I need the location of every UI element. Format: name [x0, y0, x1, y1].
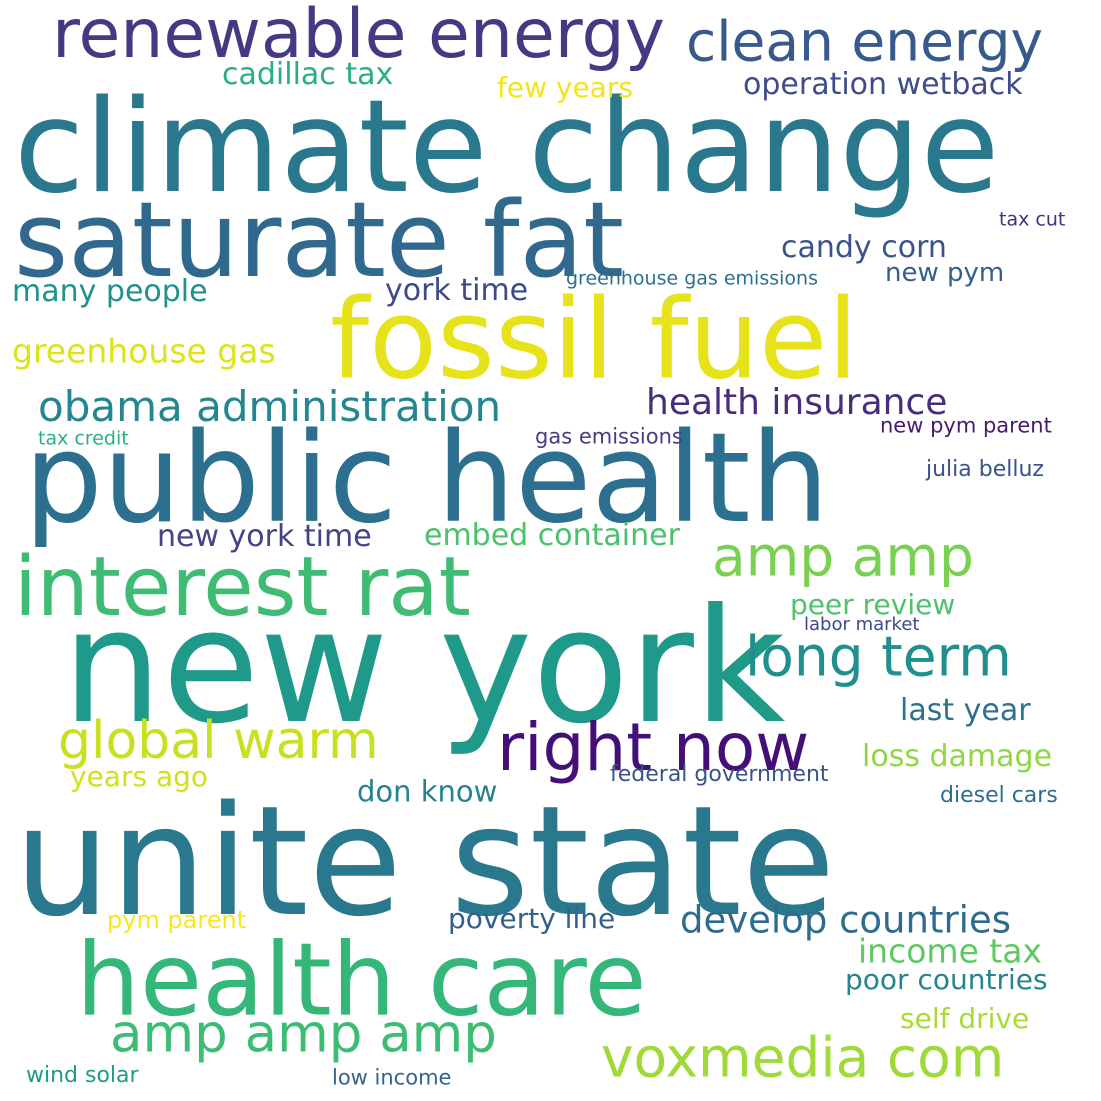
word-develop-countries: develop countries [680, 898, 1011, 942]
word-candy-corn: candy corn [781, 230, 947, 265]
word-right-now: right now [497, 709, 810, 786]
word-poor-countries: poor countries [845, 963, 1048, 996]
word-labor-market: labor market [804, 614, 920, 635]
word-fossil-fuel: fossil fuel [330, 275, 859, 405]
word-tax-credit: tax credit [38, 427, 129, 450]
word-income-tax: income tax [858, 931, 1043, 971]
word-health-care: health care [76, 920, 647, 1039]
word-years-ago: years ago [70, 760, 209, 793]
word-peer-review: peer review [790, 588, 956, 621]
word-new-york: new york [62, 575, 786, 759]
word-few-years: few years [497, 71, 633, 104]
word-york-time: york time [385, 273, 529, 308]
word-climate-change: climate change [14, 73, 1000, 222]
word-obama-administration: obama administration [38, 382, 502, 431]
word-julia-belluz: julia belluz [926, 457, 1044, 482]
word-global-warm: global warm [58, 711, 379, 771]
word-health-insurance: health insurance [646, 382, 948, 423]
word-amp-amp: amp amp [712, 524, 974, 589]
word-renewable-energy: renewable energy [52, 0, 665, 74]
word-greenhouse-gas: greenhouse gas [12, 331, 276, 371]
word-self-drive: self drive [900, 1002, 1030, 1035]
word-last-year: last year [900, 693, 1031, 728]
word-don-know: don know [357, 774, 498, 809]
word-low-income: low income [332, 1065, 452, 1090]
word-new-pym-parent: new pym parent [880, 413, 1052, 438]
word-new-york-time: new york time [157, 519, 372, 554]
word-many-people: many people [12, 274, 208, 309]
word-new-pym: new pym [885, 258, 1005, 288]
word-unite-state: unite state [14, 773, 836, 950]
word-clean-energy: clean energy [686, 9, 1044, 74]
word-greenhouse-gas-emissions: greenhouse gas emissions [566, 267, 818, 290]
word-interest-rat: interest rat [14, 540, 471, 635]
word-long-term: long term [745, 624, 1012, 689]
word-poverty-line: poverty line [448, 902, 616, 935]
word-saturate-fat: saturate fat [14, 179, 625, 301]
word-cadillac-tax: cadillac tax [222, 57, 394, 92]
word-tax-cut: tax cut [999, 208, 1066, 231]
word-diesel-cars: diesel cars [940, 783, 1058, 808]
word-embed-container: embed container [424, 518, 680, 553]
word-amp-amp-amp: amp amp amp [110, 1003, 497, 1065]
word-wind-solar: wind solar [26, 1063, 139, 1088]
word-pym-parent: pym parent [107, 906, 247, 934]
word-public-health: public health [24, 407, 830, 551]
word-operation-wetback: operation wetback [743, 67, 1023, 102]
word-loss-damage: loss damage [862, 739, 1053, 774]
word-voxmedia-com: voxmedia com [601, 1025, 1005, 1090]
word-gas-emissions: gas emissions [535, 424, 683, 449]
word-federal-government: federal government [610, 762, 829, 787]
